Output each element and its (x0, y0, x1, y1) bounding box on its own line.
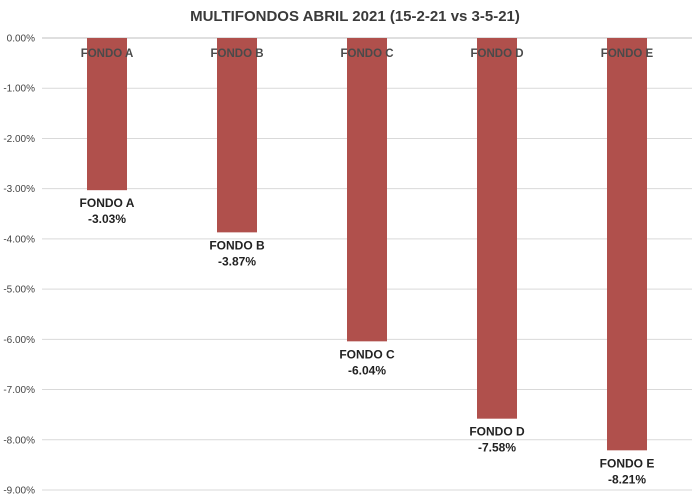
chart-title: MULTIFONDOS ABRIL 2021 (15-2-21 vs 3-5-2… (190, 8, 520, 25)
y-tick-label: -1.00% (3, 84, 35, 95)
category-label: FONDO D (470, 48, 523, 60)
data-label-category: FONDO C (339, 347, 395, 361)
bar (217, 38, 257, 233)
bar (607, 38, 647, 451)
data-label-category: FONDO E (600, 456, 655, 470)
data-label-category: FONDO B (209, 238, 265, 252)
category-labels: FONDO A FONDO B FONDO C FONDO D FONDO E (81, 48, 654, 60)
bar (87, 38, 127, 191)
category-label: FONDO B (210, 48, 263, 60)
data-label-value: -8.21% (608, 472, 646, 486)
y-tick-label: 0.00% (7, 34, 35, 45)
data-label-value: -7.58% (478, 441, 516, 455)
y-tick-label: -2.00% (3, 134, 35, 145)
category-label: FONDO E (601, 48, 654, 60)
y-tick-label: -6.00% (3, 335, 35, 346)
y-tick-label: -8.00% (3, 435, 35, 446)
y-tick-label: -7.00% (3, 385, 35, 396)
data-label-category: FONDO D (469, 425, 525, 439)
data-label-value: -3.87% (218, 254, 256, 268)
category-label: FONDO C (340, 48, 393, 60)
data-label-value: -6.04% (348, 363, 386, 377)
bar (347, 38, 387, 342)
category-label: FONDO A (81, 48, 134, 60)
y-axis-tick-labels: 0.00% -1.00% -2.00% -3.00% -4.00% -5.00% -6.00… (3, 34, 35, 497)
data-label-category: FONDO A (80, 196, 135, 210)
y-tick-label: -5.00% (3, 285, 35, 296)
y-tick-label: -3.00% (3, 184, 35, 195)
bar (477, 38, 517, 419)
y-tick-label: -9.00% (3, 486, 35, 497)
y-tick-label: -4.00% (3, 234, 35, 245)
bars (87, 38, 647, 451)
data-labels: FONDO A -3.03% FONDO B -3.87% FONDO C -6.04% F… (80, 196, 655, 486)
data-label-value: -3.03% (88, 212, 126, 226)
